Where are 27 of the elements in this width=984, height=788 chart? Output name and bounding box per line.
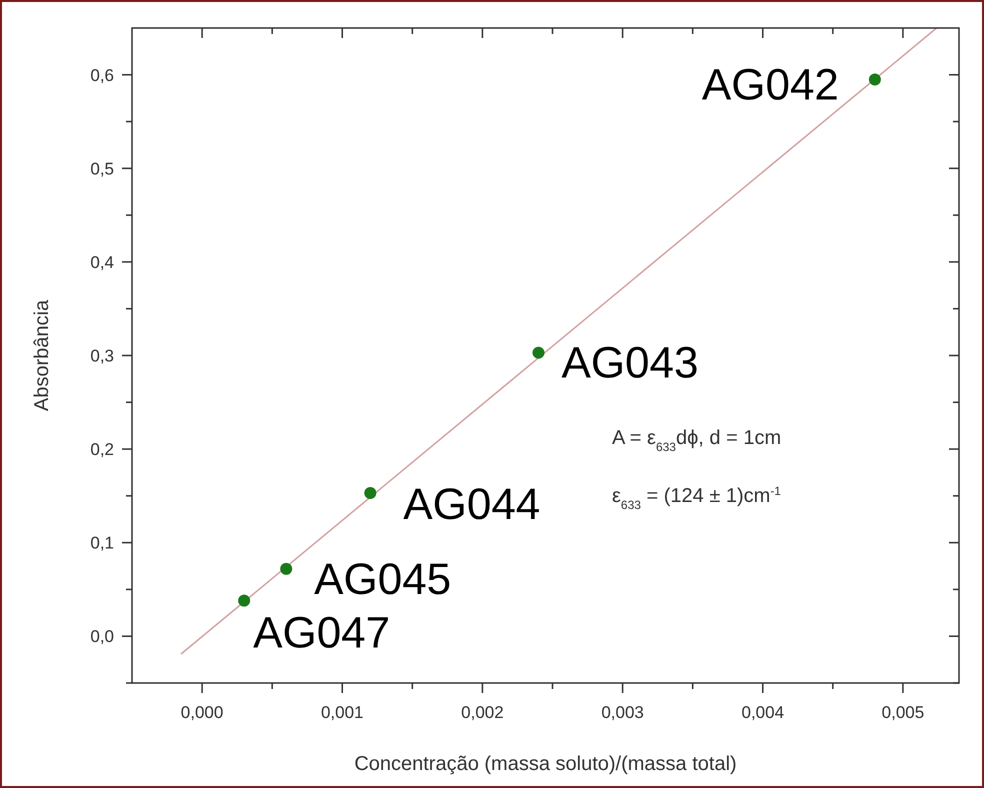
y-axis-title: Absorbância <box>31 299 53 412</box>
x-tick-label: 0,003 <box>601 703 644 722</box>
point <box>532 346 544 359</box>
x-tick-label: 0,004 <box>741 703 784 722</box>
x-tick-label: 0,005 <box>882 703 924 722</box>
y-tick-label: 0,6 <box>90 66 114 85</box>
y-tick-label: 0,2 <box>90 440 114 460</box>
x-tick-label: 0,002 <box>461 703 504 722</box>
point <box>280 562 292 575</box>
y-tick-label: 0,0 <box>90 627 114 646</box>
x-axis-title: Concentração (massa soluto)/(massa total) <box>354 753 737 775</box>
point <box>238 594 250 607</box>
y-tick-label: 0,1 <box>90 534 114 553</box>
annotation: AG045 <box>314 554 452 604</box>
x-tick-label: 0,001 <box>320 703 364 722</box>
point <box>868 73 881 86</box>
annotation: ε$_{633}$ = (124 ± 1)cm$^{-1}$ <box>612 484 782 512</box>
annotation: AG044 <box>403 480 540 530</box>
x-tick-label: 0,000 <box>180 703 224 722</box>
y-tick-label: 0,5 <box>90 159 114 178</box>
annotation: AG047 <box>253 608 390 658</box>
annotation: AG042 <box>702 60 839 110</box>
y-tick-label: 0,4 <box>90 252 114 272</box>
annotation: A = ε$_{633}$dϕ, d = 1cm <box>612 427 782 454</box>
y-tick-label: 0,3 <box>90 346 114 366</box>
point <box>364 487 376 500</box>
annotation: AG043 <box>561 338 698 388</box>
